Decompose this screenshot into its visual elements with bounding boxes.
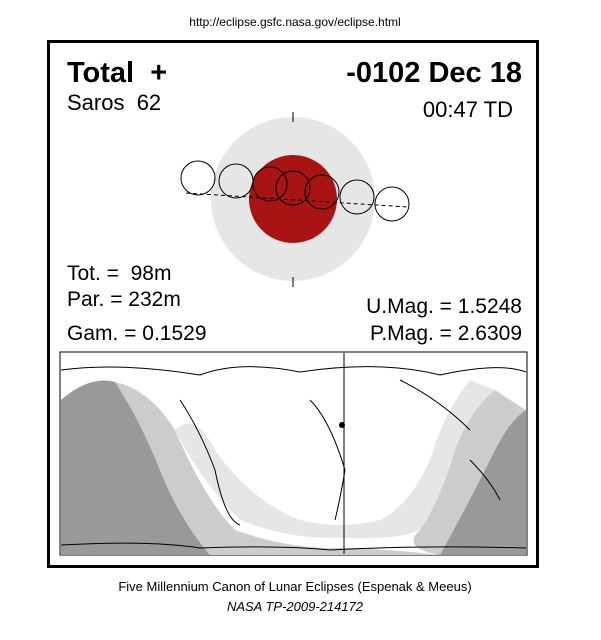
eclipse-diagram [180,112,410,287]
subsolar-point [339,422,345,428]
gamma: Gam. = 0.1529 [67,322,207,345]
partial-duration: Par. = 232m [67,288,181,311]
saros: Saros 62 [67,90,161,115]
total-duration: Tot. = 98m [67,262,171,285]
umbral-magnitude: U.Mag. = 1.5248 [366,295,522,318]
eclipse-type: Total + [67,57,167,89]
visibility-map [59,351,528,556]
time: 00:47 TD [423,97,513,122]
eclipse-date: -0102 Dec 18 [346,57,522,89]
penumbral-magnitude: P.Mag. = 2.6309 [370,322,522,345]
moon-positions [180,160,410,222]
moon-path [185,192,409,208]
footer-line1: Five Millennium Canon of Lunar Eclipses … [118,579,471,594]
footer-line2: NASA TP-2009-214172 [227,599,364,614]
url: http://eclipse.gsfc.nasa.gov/eclipse.htm… [189,15,400,29]
